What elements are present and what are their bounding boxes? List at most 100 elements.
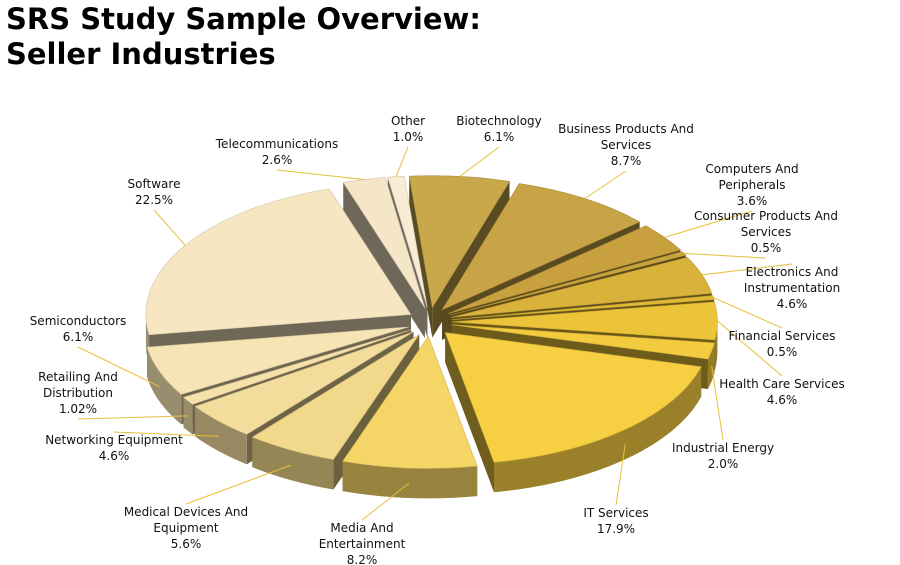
slice-name-label: Consumer Products And: [694, 209, 838, 223]
slice-name-label: Networking Equipment: [45, 433, 183, 447]
slice-name-label: Services: [741, 225, 792, 239]
slice-value-label: 2.6%: [262, 153, 293, 167]
slice-name-label: Computers And: [705, 162, 798, 176]
slice-name-label: Media And: [330, 521, 393, 535]
leader-line: [711, 365, 724, 441]
slice-name-label: Business Products And: [558, 122, 694, 136]
slice-value-label: 0.5%: [767, 345, 798, 359]
leader-line: [615, 444, 626, 506]
pie-slice-wall: [343, 182, 425, 338]
slice-label: Health Care Services 4.6%: [719, 377, 844, 407]
slice-label: Retailing And Distribution 1.02%: [38, 370, 118, 416]
slice-value-label: 8.7%: [611, 154, 642, 168]
pie-slices: [145, 175, 718, 499]
leader-line: [683, 252, 767, 259]
pie-slice: [342, 177, 426, 338]
slice-label: Computers And Peripherals 3.6%: [705, 162, 798, 208]
pie-slice-top: [342, 335, 478, 469]
chart-title-line-1: SRS Study Sample Overview:: [6, 2, 481, 36]
leader-line: [185, 464, 292, 505]
slice-name-label: Health Care Services: [719, 377, 844, 391]
pie-slice-rim: [252, 437, 334, 490]
pie-slice-rim: [494, 366, 702, 493]
slice-name-label: Telecommunications: [215, 137, 338, 151]
leader-line: [153, 209, 186, 246]
slice-label: Other 1.0%: [391, 114, 425, 144]
leader-line: [276, 169, 365, 181]
slice-label: Consumer Products And Services 0.5%: [694, 209, 838, 255]
slice-value-label: 1.02%: [59, 402, 97, 416]
pie-slice-top: [145, 188, 412, 336]
pie-slice-top: [449, 251, 687, 316]
slice-label: Media And Entertainment 8.2%: [319, 521, 406, 565]
pie-slice: [342, 335, 478, 499]
pie-slice-rim: [714, 321, 718, 370]
leader-line: [584, 170, 627, 200]
pie-slice-top: [146, 326, 410, 395]
slice-label: IT Services 17.9%: [583, 506, 648, 536]
slice-value-label: 2.0%: [708, 457, 739, 471]
slice-label: Financial Services 0.5%: [729, 329, 836, 359]
slice-name-label: Distribution: [43, 386, 113, 400]
leader-line: [713, 297, 783, 329]
slice-name-label: IT Services: [583, 506, 648, 520]
slice-name-label: Retailing And: [38, 370, 118, 384]
slice-name-label: Biotechnology: [456, 114, 542, 128]
slice-name-label: Peripherals: [719, 178, 786, 192]
pie-slice-top: [451, 324, 715, 360]
pie-slice-top: [441, 183, 641, 311]
leader-line: [664, 210, 753, 238]
pie-slice-top: [182, 329, 412, 405]
slice-label: Industrial Energy 2.0%: [672, 441, 774, 471]
pie-slice-top: [444, 332, 702, 463]
pie-slice-wall: [409, 176, 433, 338]
pie-slice-top: [194, 331, 414, 435]
slice-value-label: 4.6%: [777, 297, 808, 311]
pie-slice-rim: [342, 461, 478, 499]
pie-slice-rim: [195, 406, 247, 465]
slice-value-label: 4.6%: [99, 449, 130, 463]
leader-line: [77, 346, 160, 388]
leader-line: [361, 482, 410, 521]
slice-label: Medical Devices And Equipment 5.6%: [124, 505, 248, 551]
pie-slice-rim: [147, 347, 182, 425]
pie-slice-wall: [445, 332, 495, 493]
pie-slice: [444, 332, 702, 493]
slice-labels: Biotechnology 6.1% Business Products And Se…: [30, 114, 845, 565]
slice-value-label: 17.9%: [597, 522, 635, 536]
slice-value-label: 4.6%: [767, 393, 798, 407]
slice-label: Software 22.5%: [128, 177, 181, 207]
slice-label: Biotechnology 6.1%: [456, 114, 542, 144]
slice-value-label: 8.2%: [347, 553, 378, 565]
pie-slice-rim: [183, 397, 193, 435]
chart-title-line-2: Seller Industries: [6, 37, 276, 71]
slice-label: Electronics And Instrumentation 4.6%: [744, 265, 840, 311]
slice-name-label: Electronics And: [746, 265, 839, 279]
slice-name-label: Medical Devices And: [124, 505, 248, 519]
slice-value-label: 22.5%: [135, 193, 173, 207]
slice-value-label: 0.5%: [751, 241, 782, 255]
pie-slice-top: [387, 175, 428, 308]
slice-name-label: Financial Services: [729, 329, 836, 343]
slice-name-label: Industrial Energy: [672, 441, 774, 455]
slice-value-label: 3.6%: [737, 194, 768, 208]
slice-label: Business Products And Services 8.7%: [558, 122, 694, 168]
leader-line: [113, 431, 219, 437]
pie-slice-top: [251, 334, 420, 460]
leader-line: [717, 320, 783, 377]
slice-name-label: Software: [128, 177, 181, 191]
pie-slice-top: [452, 301, 718, 341]
slice-label: Semiconductors 6.1%: [30, 314, 127, 344]
chart-title: SRS Study Sample Overview: Seller Indust…: [6, 2, 481, 72]
leader-line: [459, 146, 500, 177]
slice-value-label: 5.6%: [171, 537, 202, 551]
leader-line: [77, 415, 188, 420]
slice-value-label: 6.1%: [484, 130, 515, 144]
slice-name-label: Instrumentation: [744, 281, 840, 295]
slice-name-label: Entertainment: [319, 537, 406, 551]
leader-lines: [77, 146, 793, 521]
leader-line: [702, 263, 793, 276]
slice-name-label: Equipment: [153, 521, 218, 535]
slice-value-label: 6.1%: [63, 330, 94, 344]
